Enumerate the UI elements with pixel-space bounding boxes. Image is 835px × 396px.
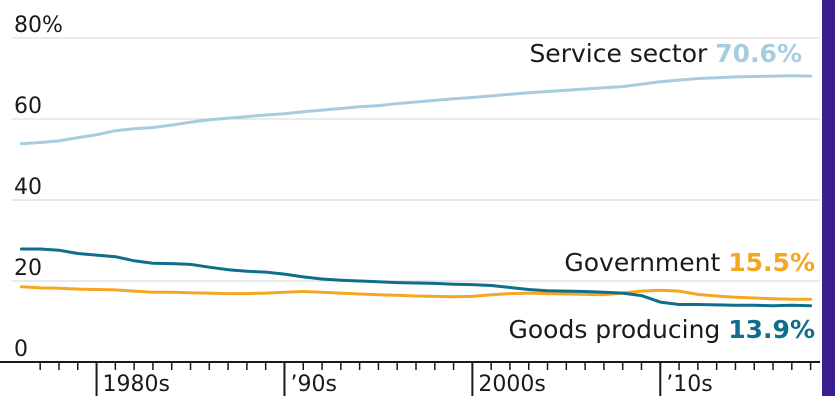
series-label-government: Government 15.5% [564, 248, 815, 277]
series-line-2 [19, 247, 813, 308]
y-tick-label-20: 20 [14, 256, 42, 281]
frame-border [822, 0, 835, 396]
x-axis: 1980s ’90s 2000s ’10s [0, 361, 820, 396]
series-line-1 [19, 285, 813, 301]
series-value-goods: 13.9% [728, 315, 815, 344]
series-line-0 [19, 74, 813, 146]
series-name-government: Government [564, 248, 720, 277]
series-name-service: Service sector [529, 39, 708, 68]
series-label-service: Service sector 70.6% [529, 39, 802, 68]
series-value-government: 15.5% [728, 248, 815, 277]
series-value-service: 70.6% [715, 39, 802, 68]
x-tick-label-2000: 2000s [478, 372, 545, 396]
x-tick-label-2010: ’10s [666, 372, 712, 396]
y-tick-labels: 0 20 40 60 80% [14, 13, 63, 362]
x-tick-label-1980: 1980s [103, 372, 170, 396]
x-tick-label-1990: ’90s [290, 372, 336, 396]
gridlines [12, 37, 820, 282]
series-lines [19, 74, 813, 308]
y-tick-label-60: 60 [14, 94, 42, 119]
series-name-goods: Goods producing [508, 315, 720, 344]
series-label-goods: Goods producing 13.9% [508, 315, 815, 344]
y-tick-label-80: 80% [14, 13, 63, 38]
y-tick-label-40: 40 [14, 175, 42, 200]
y-tick-label-0: 0 [14, 337, 28, 362]
